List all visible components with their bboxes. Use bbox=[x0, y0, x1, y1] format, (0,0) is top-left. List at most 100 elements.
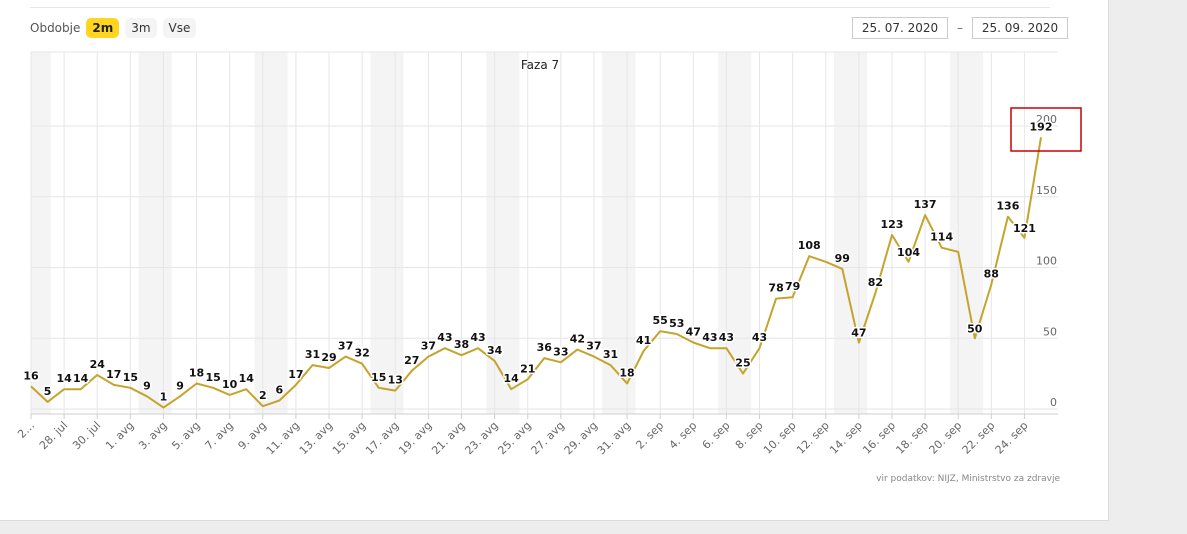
date-to-input[interactable]: 25. 09. 2020 bbox=[972, 17, 1068, 39]
data-label: 18 bbox=[619, 367, 634, 380]
data-label: 104 bbox=[897, 246, 920, 259]
data-label: 9 bbox=[143, 379, 151, 392]
weekend-band bbox=[31, 52, 51, 414]
data-label: 14 bbox=[504, 372, 520, 385]
date-from-input[interactable]: 25. 07. 2020 bbox=[852, 17, 948, 39]
data-label: 14 bbox=[73, 372, 89, 385]
data-label: 34 bbox=[487, 344, 503, 357]
x-tick-label: 22. sep bbox=[960, 419, 998, 457]
data-label: 79 bbox=[785, 280, 800, 293]
series-line bbox=[30, 137, 1042, 409]
data-label: 2 bbox=[259, 389, 267, 402]
data-label: 16 bbox=[23, 369, 39, 382]
x-tick-label: 1. avg bbox=[103, 419, 136, 452]
data-label: 137 bbox=[914, 198, 937, 211]
chart-card: Obdobje 2m 3m Vse 25. 07. 2020 – 25. 09.… bbox=[0, 0, 1109, 521]
data-label: 82 bbox=[868, 276, 883, 289]
x-tick-label: 16. sep bbox=[860, 419, 898, 457]
weekend-band bbox=[718, 52, 752, 414]
data-label: 32 bbox=[354, 347, 369, 360]
data-label: 33 bbox=[553, 345, 568, 358]
data-label: 50 bbox=[967, 322, 983, 335]
data-label: 13 bbox=[388, 374, 403, 387]
weekend-band bbox=[370, 52, 404, 414]
period-selector: Obdobje 2m 3m Vse bbox=[30, 17, 202, 39]
x-tick-label: 10. sep bbox=[761, 419, 799, 457]
data-label: 36 bbox=[537, 341, 553, 354]
data-label: 24 bbox=[90, 358, 106, 371]
data-label: 43 bbox=[702, 331, 717, 344]
x-tick-label: 13. avg bbox=[297, 419, 335, 457]
data-label: 21 bbox=[520, 362, 535, 375]
data-label: 99 bbox=[835, 252, 850, 265]
data-label: 15 bbox=[205, 371, 220, 384]
weekend-band bbox=[602, 52, 636, 414]
data-label: 37 bbox=[338, 340, 353, 353]
data-label: 17 bbox=[288, 368, 303, 381]
data-label: 136 bbox=[996, 200, 1019, 213]
data-label: 31 bbox=[603, 348, 618, 361]
data-label: 10 bbox=[222, 378, 238, 391]
data-label: 38 bbox=[454, 338, 469, 351]
x-tick-label: 11. avg bbox=[264, 419, 302, 457]
date-range: 25. 07. 2020 – 25. 09. 2020 bbox=[852, 17, 1068, 39]
data-label: 27 bbox=[404, 354, 419, 367]
x-tick-label: 12. sep bbox=[794, 419, 832, 457]
x-tick-label: 6. sep bbox=[700, 419, 733, 452]
data-label: 14 bbox=[239, 372, 255, 385]
date-separator: – bbox=[957, 21, 963, 35]
x-tick-label: 28. jul bbox=[37, 419, 70, 452]
data-label: 43 bbox=[719, 331, 734, 344]
data-label: 43 bbox=[470, 331, 485, 344]
x-tick-label: 14. sep bbox=[827, 419, 865, 457]
x-tick-label: 29. avg bbox=[562, 419, 600, 457]
x-tick-label: 5. avg bbox=[169, 419, 202, 452]
x-tick-label: 17. avg bbox=[363, 419, 401, 457]
data-label: 25 bbox=[735, 357, 750, 370]
x-tick-label: 2. sep bbox=[633, 419, 666, 452]
data-label: 18 bbox=[189, 367, 204, 380]
weekend-band bbox=[834, 52, 868, 414]
data-label: 17 bbox=[106, 368, 121, 381]
data-label: 53 bbox=[669, 317, 684, 330]
y-tick-label: 150 bbox=[1036, 184, 1057, 197]
data-label: 55 bbox=[653, 314, 668, 327]
data-label: 43 bbox=[752, 331, 767, 344]
period-2m-button[interactable]: 2m bbox=[86, 18, 120, 38]
weekend-band bbox=[138, 52, 172, 414]
x-tick-label: 2… bbox=[15, 419, 37, 441]
data-label: 37 bbox=[421, 340, 436, 353]
y-tick-label: 0 bbox=[1050, 396, 1057, 409]
x-tick-label: 24. sep bbox=[993, 419, 1031, 457]
x-tick-label: 3. avg bbox=[136, 419, 169, 452]
y-tick-label: 50 bbox=[1043, 325, 1057, 338]
weekend-band bbox=[254, 52, 288, 414]
data-label: 88 bbox=[984, 267, 999, 280]
x-tick-label: 4. sep bbox=[667, 419, 700, 452]
period-all-button[interactable]: Vse bbox=[162, 18, 197, 38]
divider bbox=[30, 7, 1050, 8]
data-label: 31 bbox=[305, 348, 320, 361]
x-tick-label: 27. avg bbox=[529, 419, 567, 457]
data-source-credit: vir podatkov: NIJZ, Ministrstvo za zdrav… bbox=[876, 474, 1060, 484]
x-tick-label: 20. sep bbox=[927, 419, 965, 457]
weekend-band bbox=[949, 52, 984, 414]
x-tick-label: 19. avg bbox=[396, 419, 434, 457]
data-label: 37 bbox=[586, 340, 601, 353]
data-label: 15 bbox=[123, 371, 138, 384]
data-label: 15 bbox=[371, 371, 386, 384]
data-label: 47 bbox=[851, 326, 866, 339]
period-3m-button[interactable]: 3m bbox=[125, 18, 157, 38]
data-label: 29 bbox=[321, 351, 336, 364]
data-label: 14 bbox=[56, 372, 72, 385]
data-label: 41 bbox=[636, 334, 651, 347]
x-tick-label: 23. avg bbox=[462, 419, 500, 457]
data-label: 5 bbox=[44, 385, 52, 398]
x-tick-label: 30. jul bbox=[70, 419, 103, 452]
y-tick-label: 200 bbox=[1036, 113, 1057, 126]
data-label: 9 bbox=[176, 379, 184, 392]
x-tick-label: 18. sep bbox=[893, 419, 931, 457]
period-label: Obdobje bbox=[30, 21, 81, 35]
data-label: 43 bbox=[437, 331, 452, 344]
